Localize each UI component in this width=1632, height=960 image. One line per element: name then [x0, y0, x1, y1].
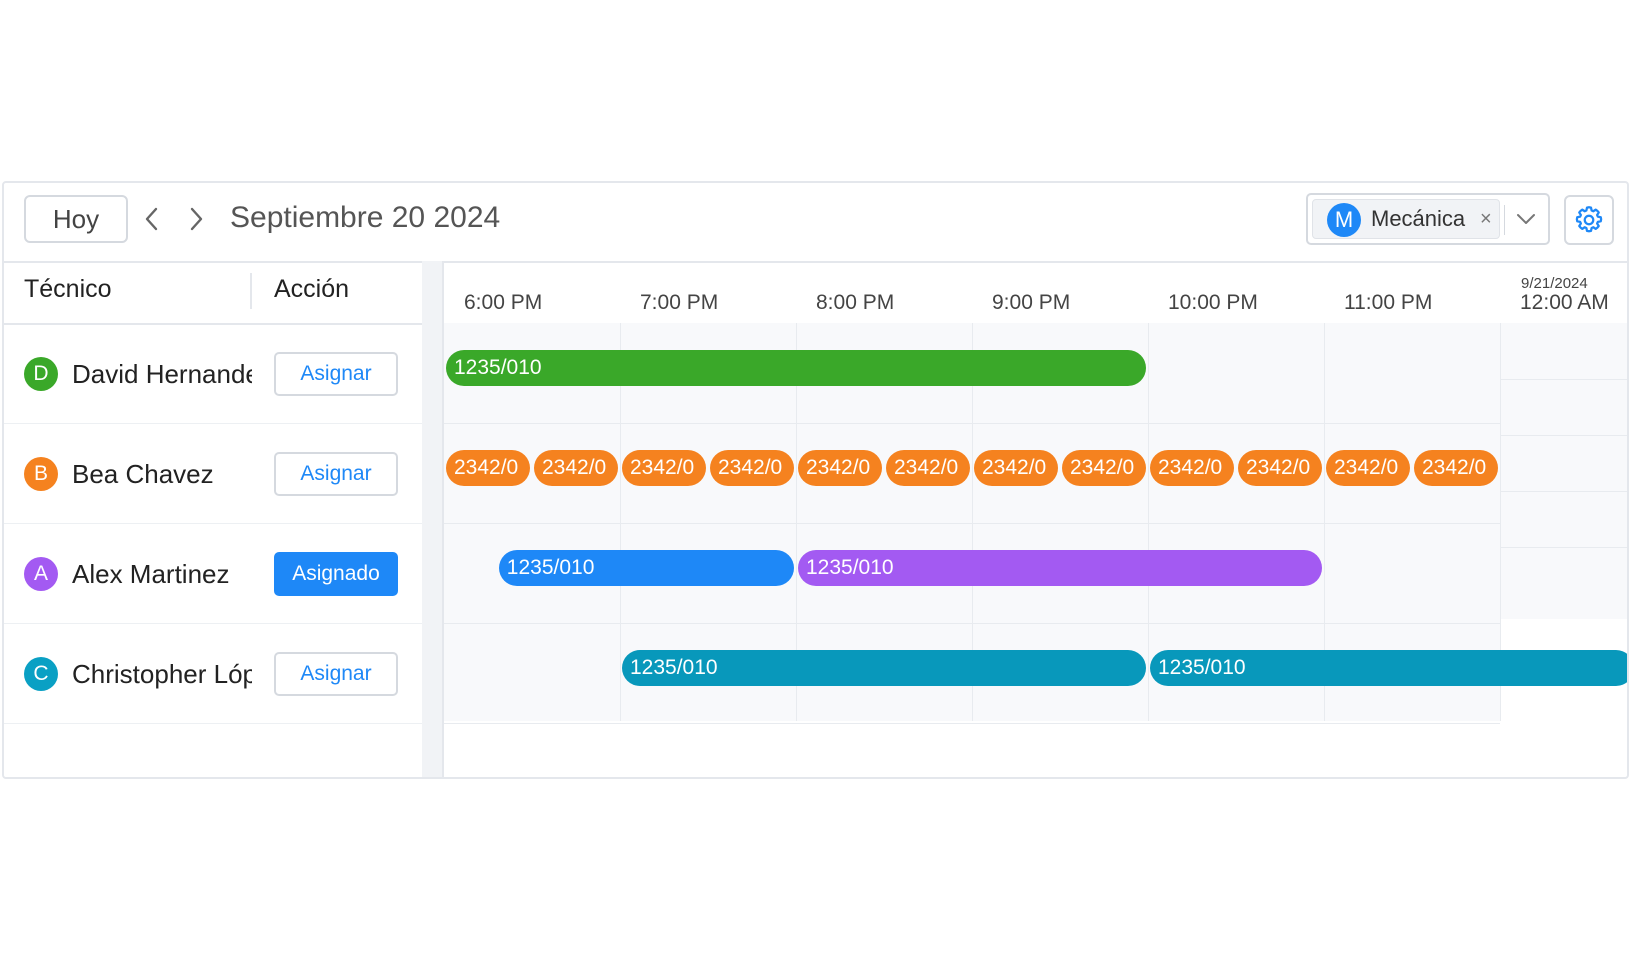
event-bar[interactable]: 1235/010 [1150, 650, 1627, 686]
event-bar[interactable]: 2342/0 [446, 450, 530, 486]
chevron-left-icon [145, 207, 158, 231]
grid-line [444, 723, 1500, 724]
event-bar[interactable]: 2342/0 [710, 450, 794, 486]
today-button[interactable]: Hoy [24, 195, 128, 243]
current-date-title: Septiembre 20 2024 [230, 201, 501, 234]
chevron-down-icon[interactable] [1514, 207, 1538, 231]
time-label: 8:00 PM [816, 291, 895, 314]
technician-row: D David Hernande Asignar [4, 323, 422, 424]
column-header-action: Acción [274, 275, 350, 303]
chevron-right-icon [190, 207, 203, 231]
tag-close-icon[interactable]: × [1480, 208, 1492, 230]
event-bar[interactable]: 1235/010 [622, 650, 1146, 686]
grid-line [444, 423, 1500, 424]
scheduler: Hoy Septiembre 20 2024 M Mecánica × Té [2, 181, 1629, 779]
gear-icon [1575, 206, 1603, 233]
grid-line [444, 623, 1500, 624]
next-day-button[interactable] [180, 201, 212, 237]
technician-row: B Bea Chavez Asignar [4, 423, 422, 524]
grid-line [972, 323, 973, 721]
event-bar[interactable]: 1235/010 [798, 550, 1322, 586]
technician-name: Bea Chavez [72, 459, 214, 489]
technician-panel: Técnico Acción D David Hernande Asignar … [4, 261, 424, 777]
time-label: 6:00 PM [464, 291, 543, 314]
grid-line [620, 323, 621, 721]
settings-button[interactable] [1564, 195, 1614, 245]
filter-tag: M Mecánica × [1312, 199, 1500, 239]
avatar: D [24, 357, 58, 391]
event-bar[interactable]: 2342/0 [798, 450, 882, 486]
time-label: 10:00 PM [1168, 291, 1258, 314]
event-bar[interactable]: 2342/0 [1062, 450, 1146, 486]
avatar: B [24, 457, 58, 491]
previous-day-button[interactable] [136, 201, 168, 237]
event-bar[interactable]: 2342/0 [1150, 450, 1234, 486]
event-bar[interactable]: 2342/0 [886, 450, 970, 486]
column-header-technician: Técnico [24, 275, 112, 303]
technician-panel-header: Técnico Acción [4, 261, 422, 325]
grid-line [1501, 435, 1627, 436]
tag-avatar: M [1327, 203, 1361, 237]
event-bar[interactable]: 2342/0 [1326, 450, 1410, 486]
time-label: 9:00 PM [992, 291, 1071, 314]
column-resize-handle[interactable] [250, 273, 252, 309]
assigned-button[interactable]: Asignado [274, 552, 398, 596]
grid-line [444, 523, 1500, 524]
next-date-label: 9/21/2024 [1521, 275, 1588, 292]
timeline-grid: 9/21/2024 6:00 PM 7:00 PM 8:00 PM 9:00 PM 10… [444, 261, 1627, 777]
event-bar[interactable]: 2342/0 [1414, 450, 1498, 486]
event-bar[interactable]: 2342/0 [1238, 450, 1322, 486]
assign-button[interactable]: Asignar [274, 352, 398, 396]
grid-line [1501, 379, 1627, 380]
timeline-next-day-cells [1500, 323, 1627, 619]
event-bar[interactable]: 1235/010 [498, 550, 794, 586]
filter-separator [1504, 205, 1505, 235]
event-bar[interactable]: 2342/0 [534, 450, 618, 486]
technician-name: Christopher Lóp [72, 659, 252, 689]
time-label: 12:00 AM [1520, 291, 1609, 314]
event-bar[interactable]: 1235/010 [446, 350, 1146, 386]
specialty-filter-select[interactable]: M Mecánica × [1306, 193, 1550, 245]
tag-label: Mecánica [1371, 206, 1466, 231]
event-bar[interactable]: 2342/0 [974, 450, 1058, 486]
technician-row: A Alex Martinez Asignado [4, 523, 422, 624]
time-label: 11:00 PM [1344, 291, 1433, 314]
grid-line [1501, 491, 1627, 492]
toolbar: Hoy Septiembre 20 2024 M Mecánica × [4, 183, 1627, 263]
grid-line [1148, 323, 1149, 721]
event-bar[interactable]: 2342/0 [622, 450, 706, 486]
panel-splitter[interactable] [422, 261, 444, 777]
avatar: A [24, 557, 58, 591]
avatar: C [24, 657, 58, 691]
technician-name: David Hernande [72, 359, 252, 389]
grid-line [1324, 323, 1325, 721]
time-label: 7:00 PM [640, 291, 719, 314]
assign-button[interactable]: Asignar [274, 452, 398, 496]
timeline-header: 9/21/2024 6:00 PM 7:00 PM 8:00 PM 9:00 PM 10… [444, 261, 1627, 325]
grid-line [1501, 547, 1627, 548]
technician-row: C Christopher Lóp Asignar [4, 623, 422, 724]
technician-name: Alex Martinez [72, 559, 230, 589]
grid-line [796, 323, 797, 721]
assign-button[interactable]: Asignar [274, 652, 398, 696]
